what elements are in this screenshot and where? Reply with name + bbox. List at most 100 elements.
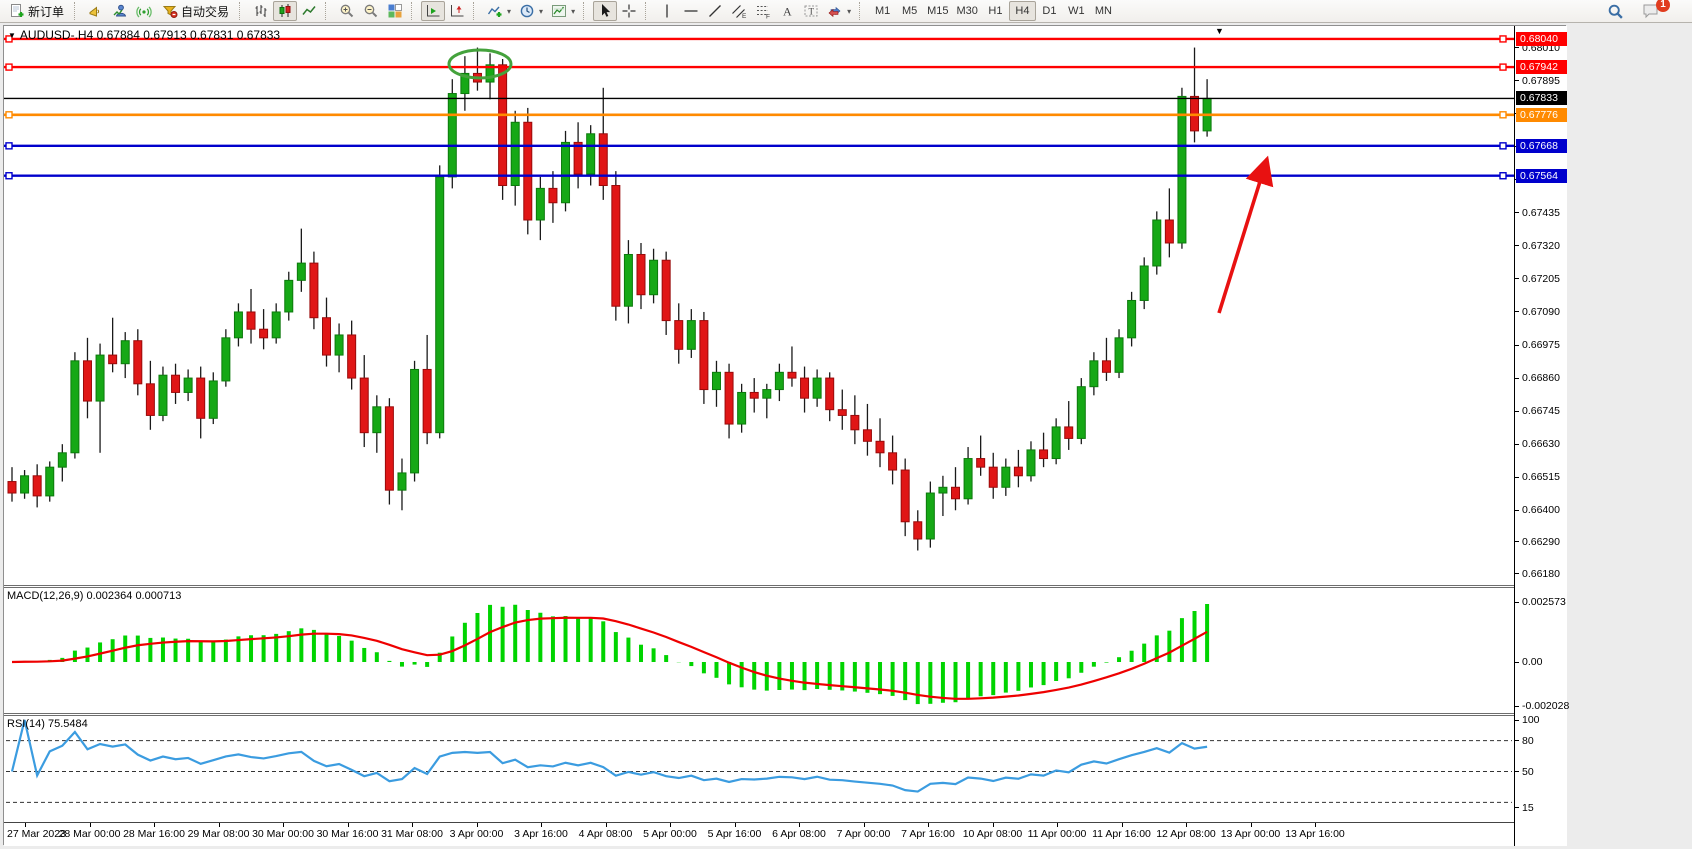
- equidistant-channel-tool-button[interactable]: E: [727, 1, 751, 21]
- signals-button[interactable]: [132, 1, 156, 21]
- time-axis[interactable]: 27 Mar 2023 28 Mar 00:00 28 Mar 16:00 29 Ma…: [4, 822, 1514, 846]
- timeframe-button-w1[interactable]: W1: [1068, 5, 1085, 17]
- fibonacci-tool-button[interactable]: F: [751, 1, 775, 21]
- pane-divider[interactable]: [4, 585, 1565, 588]
- macd-pane[interactable]: MACD(12,26,9) 0.002364 0.000713: [4, 588, 1514, 713]
- candlestick-plot[interactable]: [4, 26, 1514, 585]
- price-tick-label: 0.67895: [1522, 74, 1560, 87]
- timeframe-button-h1[interactable]: H1: [988, 5, 1003, 17]
- time-tick-label: 30 Mar 16:00: [316, 828, 379, 840]
- price-tick-mark: [1515, 573, 1519, 574]
- vertical-line-tool-button[interactable]: [655, 1, 679, 21]
- candle-down: [850, 414, 860, 431]
- price-tick-mark: [1515, 212, 1519, 214]
- chart-shift-marker[interactable]: ▼: [1215, 26, 1224, 36]
- price-tick-label: 0.66745: [1522, 405, 1560, 418]
- timeframe-button-d1[interactable]: D1: [1042, 5, 1057, 17]
- search-button[interactable]: [1603, 1, 1628, 21]
- macd-signal-line: [11, 616, 1208, 700]
- timeframe-button-h4[interactable]: H4: [1008, 1, 1036, 21]
- rsi-tick-label: 100: [1522, 714, 1540, 726]
- toolbar-separator: [583, 2, 590, 20]
- time-tick-mark: [863, 823, 865, 827]
- timeframe-button-m1[interactable]: M1: [874, 5, 891, 17]
- time-tick-label: 12 Apr 08:00: [1156, 828, 1216, 840]
- time-tick-mark: [1121, 823, 1123, 827]
- vertical-line-icon: [666, 4, 668, 18]
- time-tick-label: 3 Apr 00:00: [449, 828, 504, 840]
- timeframe-button-mn[interactable]: MN: [1094, 5, 1112, 17]
- price-tick-mark: [1515, 47, 1519, 49]
- candle-up: [686, 320, 696, 350]
- candle-up: [774, 371, 784, 391]
- candle-up: [561, 141, 571, 204]
- candle-up: [1026, 449, 1036, 477]
- price-tick-label: 0.66290: [1522, 535, 1560, 548]
- toolbar-separator: [74, 2, 81, 20]
- time-tick-mark: [283, 823, 284, 827]
- ellipse-annotation[interactable]: [447, 48, 513, 80]
- chart-title: ▼ AUDUSD-.H4 0.67884 0.67913 0.67831 0.67…: [8, 28, 280, 42]
- market-watch-button[interactable]: [84, 1, 108, 21]
- zoom-out-button[interactable]: [359, 1, 383, 21]
- timeframe-button-m15[interactable]: M15: [927, 5, 949, 17]
- arrows-tool-button[interactable]: ▾: [823, 1, 855, 21]
- notification-badge: 1: [1656, 0, 1670, 12]
- time-tick-label: 4 Apr 08:00: [578, 828, 633, 840]
- candle-down: [108, 354, 118, 365]
- auto-scroll-button[interactable]: [421, 1, 446, 21]
- chart-shift-icon: [451, 5, 464, 17]
- text-tool-button[interactable]: A: [775, 1, 799, 21]
- dropdown-arrow-icon: ▾: [539, 6, 544, 16]
- templates-button[interactable]: ▾: [547, 1, 579, 21]
- chart-window: ▼ AUDUSD-.H4 0.67884 0.67913 0.67831 0.67…: [3, 25, 1570, 846]
- text-icon: A: [783, 5, 792, 19]
- price-tick-label: 0.67320: [1522, 239, 1560, 252]
- template-icon: [552, 5, 567, 17]
- price-tick-mark: [1515, 541, 1519, 543]
- cursor-tool-button[interactable]: [593, 1, 618, 21]
- candle-up: [1051, 426, 1061, 460]
- time-tick-label: 11 Apr 00:00: [1027, 828, 1087, 840]
- dropdown-arrow-icon: ▾: [507, 6, 512, 16]
- rsi-pane[interactable]: RSI(14) 75.5484: [4, 716, 1514, 822]
- arrow-annotation[interactable]: [1217, 155, 1274, 314]
- new-order-button[interactable]: 新订单: [3, 1, 70, 21]
- line-chart-mode-button[interactable]: [297, 1, 321, 21]
- pane-divider[interactable]: [4, 713, 1565, 716]
- time-tick-mark: [1057, 823, 1058, 827]
- crosshair-tool-button[interactable]: [617, 1, 641, 21]
- macd-tick-mark: [1515, 601, 1519, 603]
- price-axis[interactable]: 0.680100.678950.677800.676650.675500.674…: [1514, 26, 1570, 846]
- auto-trading-button[interactable]: 自动交易: [156, 1, 235, 21]
- dropdown-arrow-icon: ▾: [571, 6, 576, 16]
- period-button[interactable]: ▾: [515, 1, 547, 21]
- indicators-button[interactable]: ▾: [483, 1, 515, 21]
- timeframe-button-m30[interactable]: M30: [956, 5, 978, 17]
- bar-chart-mode-button[interactable]: [249, 1, 273, 21]
- candle-up: [158, 374, 168, 416]
- price-tick-label: 0.66400: [1522, 504, 1560, 517]
- profile-button[interactable]: [108, 1, 132, 21]
- price-tick-mark: [1515, 80, 1519, 82]
- chart-dropdown-icon[interactable]: ▼: [8, 31, 16, 40]
- zoom-in-button[interactable]: [335, 1, 359, 21]
- time-tick-mark: [1186, 823, 1187, 827]
- tile-windows-button[interactable]: [383, 1, 407, 21]
- chat-button[interactable]: 1: [1638, 0, 1670, 21]
- macd-tick-label: -0.002028: [1522, 700, 1570, 712]
- candlestick-mode-button[interactable]: [273, 1, 298, 21]
- time-tick-mark: [89, 823, 91, 827]
- candle-up: [510, 121, 520, 187]
- timeframe-button-m5[interactable]: M5: [901, 5, 918, 17]
- toolbar-separator: [645, 2, 652, 20]
- channel-icon: E: [732, 5, 747, 19]
- main-chart-pane[interactable]: ▼ AUDUSD-.H4 0.67884 0.67913 0.67831 0.67…: [4, 26, 1514, 585]
- horizontal-line-tool-button[interactable]: [679, 1, 703, 21]
- person-chart-icon: [113, 4, 127, 17]
- trendline-tool-button[interactable]: [703, 1, 727, 21]
- candle-up: [1139, 265, 1149, 301]
- chart-shift-button[interactable]: [445, 1, 469, 21]
- text-label-tool-button[interactable]: T: [799, 1, 823, 21]
